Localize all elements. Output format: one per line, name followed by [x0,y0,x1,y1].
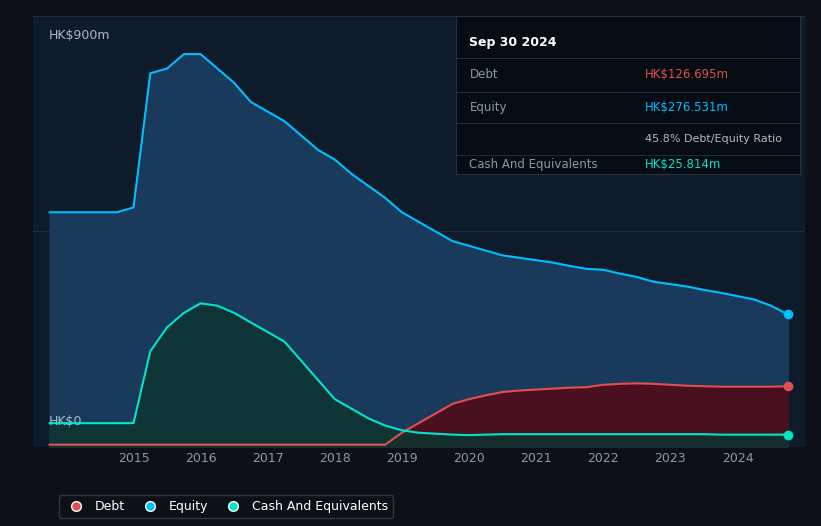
Text: HK$126.695m: HK$126.695m [645,68,729,82]
Text: HK$276.531m: HK$276.531m [645,101,729,114]
Text: HK$900m: HK$900m [48,29,110,42]
Text: HK$0: HK$0 [48,414,82,428]
Legend: Debt, Equity, Cash And Equivalents: Debt, Equity, Cash And Equivalents [58,495,393,519]
Text: Debt: Debt [470,68,498,82]
Text: Sep 30 2024: Sep 30 2024 [470,36,557,49]
Text: Cash And Equivalents: Cash And Equivalents [470,158,598,170]
Text: HK$25.814m: HK$25.814m [645,158,722,170]
Text: Equity: Equity [470,101,507,114]
Text: 45.8% Debt/Equity Ratio: 45.8% Debt/Equity Ratio [645,134,782,144]
